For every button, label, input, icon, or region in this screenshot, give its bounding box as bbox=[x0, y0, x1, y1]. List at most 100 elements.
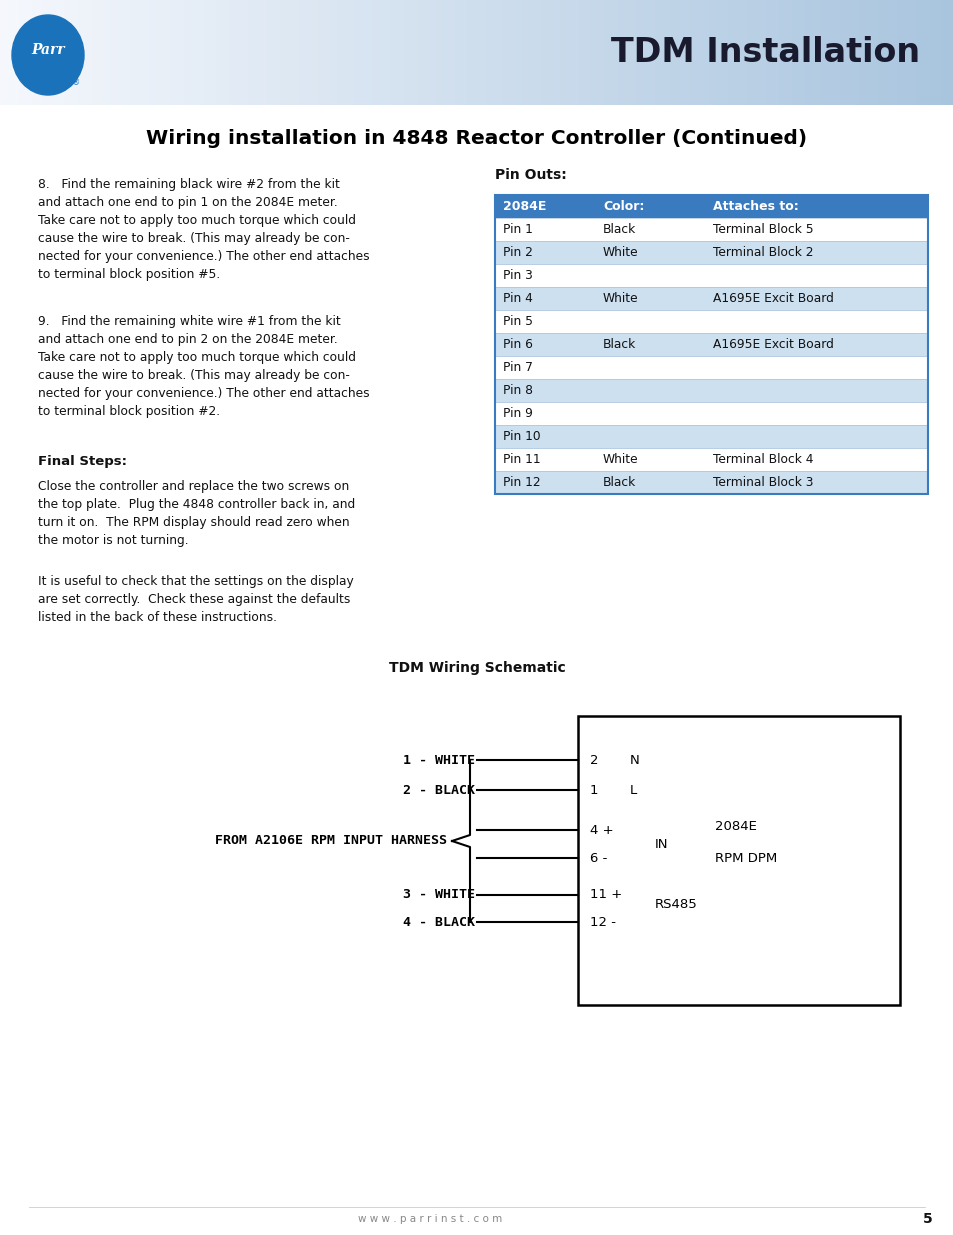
Bar bbox=[210, 0, 213, 105]
Bar bbox=[905, 0, 909, 105]
Bar bbox=[632, 0, 637, 105]
Bar bbox=[340, 0, 344, 105]
Bar bbox=[575, 0, 579, 105]
Bar bbox=[743, 0, 747, 105]
Bar bbox=[699, 0, 703, 105]
Text: TDM Wiring Schematic: TDM Wiring Schematic bbox=[388, 661, 565, 676]
Bar bbox=[222, 0, 227, 105]
Bar bbox=[0, 0, 4, 105]
Bar bbox=[479, 0, 484, 105]
Bar bbox=[67, 0, 71, 105]
Bar bbox=[203, 0, 208, 105]
Bar bbox=[705, 0, 709, 105]
Bar bbox=[391, 0, 395, 105]
Bar bbox=[670, 0, 675, 105]
Text: Pin Outs:: Pin Outs: bbox=[495, 168, 566, 182]
Bar bbox=[114, 0, 118, 105]
Bar bbox=[324, 0, 328, 105]
Bar bbox=[295, 0, 299, 105]
Bar bbox=[178, 0, 182, 105]
Bar bbox=[124, 0, 128, 105]
Bar bbox=[334, 0, 337, 105]
Text: Black: Black bbox=[602, 475, 636, 489]
Bar bbox=[457, 0, 461, 105]
Text: Terminal Block 3: Terminal Block 3 bbox=[712, 475, 813, 489]
Bar bbox=[375, 0, 379, 105]
Bar bbox=[896, 0, 900, 105]
Bar bbox=[150, 0, 153, 105]
Text: 12 -: 12 - bbox=[589, 915, 616, 929]
Bar bbox=[460, 0, 465, 105]
Bar bbox=[883, 0, 887, 105]
Bar bbox=[727, 0, 732, 105]
Bar bbox=[470, 0, 475, 105]
Bar bbox=[943, 0, 947, 105]
Bar bbox=[683, 0, 687, 105]
Text: Pin 12: Pin 12 bbox=[502, 475, 540, 489]
Bar bbox=[467, 0, 471, 105]
Text: RPM DPM: RPM DPM bbox=[714, 851, 777, 864]
Text: L: L bbox=[629, 783, 637, 797]
Bar bbox=[10, 0, 13, 105]
Bar bbox=[677, 0, 680, 105]
Bar bbox=[870, 0, 875, 105]
Bar bbox=[286, 0, 290, 105]
Bar bbox=[531, 0, 535, 105]
Bar bbox=[12, 0, 17, 105]
Bar bbox=[636, 0, 639, 105]
Bar bbox=[51, 0, 55, 105]
Bar bbox=[512, 0, 516, 105]
Bar bbox=[946, 0, 951, 105]
Text: 5: 5 bbox=[923, 1212, 932, 1226]
Bar bbox=[712, 0, 716, 105]
Bar bbox=[651, 0, 656, 105]
Bar bbox=[851, 0, 856, 105]
Bar bbox=[346, 0, 351, 105]
Bar bbox=[546, 0, 551, 105]
Text: Pin 1: Pin 1 bbox=[502, 224, 533, 236]
Bar bbox=[495, 403, 927, 425]
Bar bbox=[197, 0, 201, 105]
Bar bbox=[86, 0, 90, 105]
Bar bbox=[455, 0, 458, 105]
Text: Pin 9: Pin 9 bbox=[502, 408, 533, 420]
Bar bbox=[308, 0, 313, 105]
Bar bbox=[591, 0, 595, 105]
Bar bbox=[858, 0, 862, 105]
Bar bbox=[581, 0, 585, 105]
Bar bbox=[918, 0, 923, 105]
Bar bbox=[915, 0, 919, 105]
Bar bbox=[626, 0, 630, 105]
Bar bbox=[213, 0, 217, 105]
Bar bbox=[483, 0, 487, 105]
Bar bbox=[877, 0, 881, 105]
Bar bbox=[721, 0, 725, 105]
Text: White: White bbox=[602, 291, 638, 305]
Text: It is useful to check that the settings on the display
are set correctly.  Check: It is useful to check that the settings … bbox=[38, 576, 354, 624]
Bar bbox=[384, 0, 389, 105]
Bar bbox=[508, 0, 513, 105]
Bar bbox=[715, 0, 719, 105]
Bar bbox=[737, 0, 741, 105]
Bar bbox=[598, 0, 601, 105]
Bar bbox=[750, 0, 754, 105]
Bar bbox=[836, 0, 840, 105]
Bar bbox=[372, 0, 375, 105]
Text: White: White bbox=[602, 453, 638, 466]
Bar bbox=[822, 0, 827, 105]
Bar bbox=[902, 0, 906, 105]
Bar bbox=[810, 0, 814, 105]
Bar bbox=[734, 0, 738, 105]
Bar bbox=[880, 0, 884, 105]
Bar bbox=[45, 0, 49, 105]
Bar bbox=[924, 0, 928, 105]
Bar bbox=[718, 0, 722, 105]
Bar bbox=[327, 0, 332, 105]
Bar bbox=[941, 0, 944, 105]
Bar bbox=[312, 0, 315, 105]
Text: Close the controller and replace the two screws on
the top plate.  Plug the 4848: Close the controller and replace the two… bbox=[38, 480, 355, 547]
Bar bbox=[495, 471, 927, 494]
Bar bbox=[451, 0, 456, 105]
Bar bbox=[775, 0, 780, 105]
Bar bbox=[260, 0, 265, 105]
